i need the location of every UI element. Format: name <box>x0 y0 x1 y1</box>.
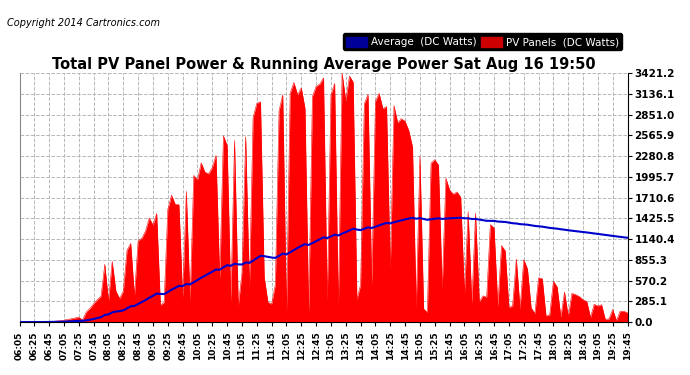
Text: Copyright 2014 Cartronics.com: Copyright 2014 Cartronics.com <box>7 18 160 28</box>
Title: Total PV Panel Power & Running Average Power Sat Aug 16 19:50: Total PV Panel Power & Running Average P… <box>52 57 595 72</box>
Legend: Average  (DC Watts), PV Panels  (DC Watts): Average (DC Watts), PV Panels (DC Watts) <box>343 33 622 51</box>
